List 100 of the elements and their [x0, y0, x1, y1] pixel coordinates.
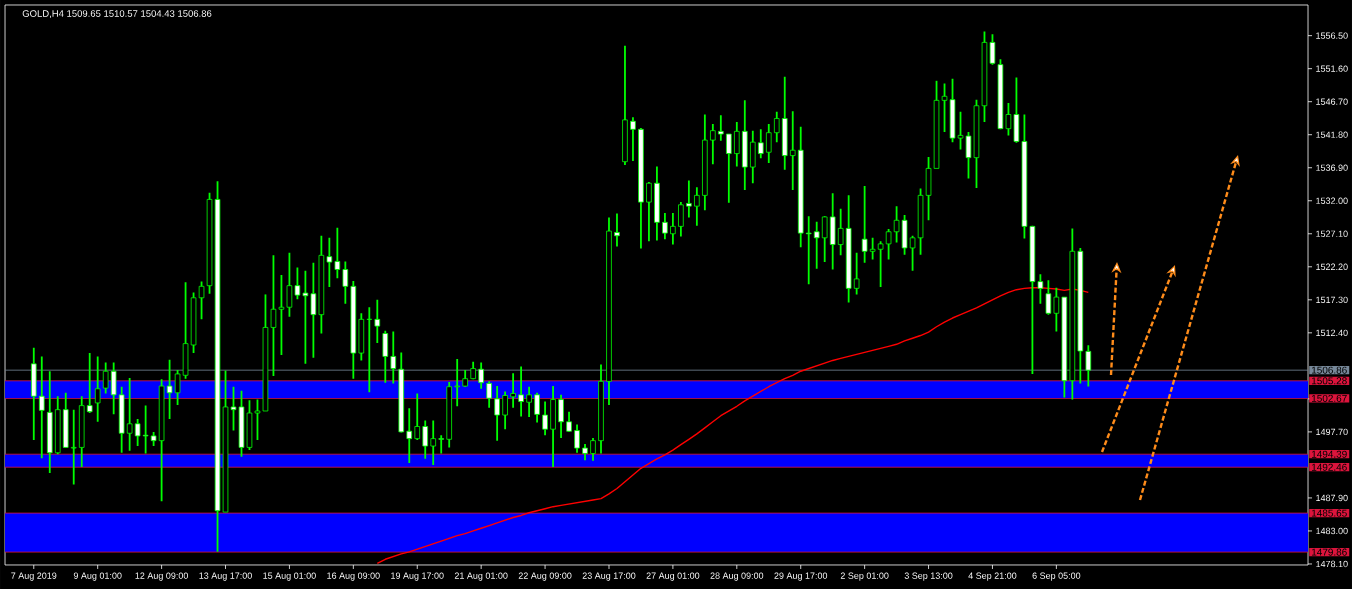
candlestick — [606, 216, 612, 406]
candlestick — [582, 443, 588, 462]
x-tick-label: 9 Aug 01:00 — [73, 572, 122, 581]
candlestick — [909, 234, 916, 272]
candlestick — [54, 395, 61, 454]
candlestick — [318, 234, 325, 335]
candlestick — [118, 385, 125, 454]
candlestick — [614, 212, 620, 248]
candlestick — [1021, 113, 1028, 240]
candlestick — [749, 129, 756, 185]
candlestick — [694, 186, 700, 227]
candlestick — [430, 419, 437, 466]
candlestick — [646, 182, 652, 243]
candlestick — [94, 355, 101, 423]
candlestick — [502, 390, 508, 431]
candlestick — [757, 128, 764, 160]
candlestick — [374, 298, 381, 344]
ref-line-label: 1492.46 — [1311, 463, 1347, 471]
x-tick-label: 6 Sep 05:00 — [1032, 572, 1081, 581]
candlestick — [470, 360, 476, 380]
candlestick — [678, 201, 684, 238]
y-tick-label: 1532.00 — [1316, 197, 1348, 204]
candlestick — [1061, 296, 1068, 399]
y-tick-label: 1541.80 — [1316, 131, 1348, 138]
x-tick-label: 4 Sep 21:00 — [968, 572, 1017, 581]
candlestick — [494, 385, 500, 442]
candlestick — [893, 205, 900, 244]
candlestick — [198, 280, 205, 321]
ref-line-label: 1506.86 — [1311, 366, 1347, 374]
candlestick — [542, 400, 548, 437]
candlestick — [574, 423, 580, 454]
candlestick — [158, 378, 165, 503]
candlestick — [877, 240, 884, 288]
candlestick — [334, 226, 341, 280]
candlestick — [638, 128, 644, 250]
candlestick — [126, 377, 133, 452]
candlestick — [398, 351, 405, 433]
candlestick — [110, 361, 117, 416]
candlestick — [150, 430, 157, 447]
candlestick — [734, 121, 740, 168]
candlestick — [302, 269, 309, 365]
ref-line-label: 1505.28 — [1311, 377, 1347, 385]
candlestick — [630, 116, 636, 162]
candlestick — [702, 113, 708, 212]
candlestick — [861, 185, 868, 264]
candlestick — [1037, 273, 1044, 305]
candlestick — [510, 372, 516, 409]
candlestick — [406, 407, 413, 464]
candlestick — [526, 385, 532, 418]
candlestick — [454, 358, 460, 408]
candlestick — [558, 393, 564, 439]
candlestick — [534, 391, 540, 424]
candlestick — [662, 211, 668, 241]
candlestick — [726, 133, 732, 204]
candlestick — [102, 361, 109, 395]
x-tick-label: 16 Aug 09:00 — [327, 572, 380, 581]
x-tick-label: 23 Aug 17:00 — [582, 572, 636, 581]
candlestick — [486, 380, 492, 409]
candlestick — [845, 194, 852, 304]
y-tick-label: 1483.00 — [1316, 527, 1348, 535]
candlestick — [885, 228, 892, 261]
candlestick — [46, 370, 53, 474]
candlestick — [622, 44, 628, 166]
candlestick — [1045, 279, 1052, 314]
x-tick-label: 3 Sep 13:00 — [904, 572, 953, 581]
y-tick-label: 1522.20 — [1316, 263, 1348, 270]
candlestick — [917, 187, 924, 256]
candlestick — [837, 207, 844, 257]
candlestick — [414, 392, 421, 440]
ref-line-label: 1502.67 — [1311, 394, 1347, 402]
candlestick — [310, 261, 317, 359]
candlestick — [358, 312, 365, 362]
candlestick — [813, 220, 820, 270]
y-tick-label: 1487.90 — [1316, 494, 1348, 502]
candlestick — [1077, 247, 1084, 385]
x-tick-label: 13 Aug 17:00 — [199, 572, 252, 581]
candlestick — [278, 273, 285, 356]
candlestick — [78, 395, 85, 468]
candlestick — [446, 381, 452, 449]
candlestick — [1029, 225, 1036, 375]
candlestick — [821, 216, 828, 263]
candlestick — [654, 165, 660, 242]
candlestick — [710, 123, 716, 166]
x-tick-label: 12 Aug 09:00 — [135, 572, 189, 581]
x-tick-label: 29 Aug 17:00 — [774, 572, 828, 581]
x-tick-label: 7 Aug 2019 — [11, 572, 57, 581]
x-tick-label: 2 Sep 01:00 — [840, 572, 889, 581]
candlestick — [805, 215, 812, 286]
candlestick — [742, 99, 748, 191]
candlestick — [166, 358, 173, 420]
candlestick — [797, 125, 804, 249]
ref-line-label: 1485.65 — [1311, 509, 1347, 517]
y-tick-label: 1546.70 — [1316, 98, 1348, 105]
x-tick-label: 22 Aug 09:00 — [518, 572, 572, 581]
ref-line-label: 1494.39 — [1311, 450, 1347, 458]
x-tick-label: 28 Aug 09:00 — [710, 572, 764, 581]
candlestick — [38, 355, 45, 460]
candlestick — [1005, 102, 1012, 137]
x-tick-label: 19 Aug 17:00 — [391, 572, 444, 581]
candlestick — [182, 281, 189, 380]
